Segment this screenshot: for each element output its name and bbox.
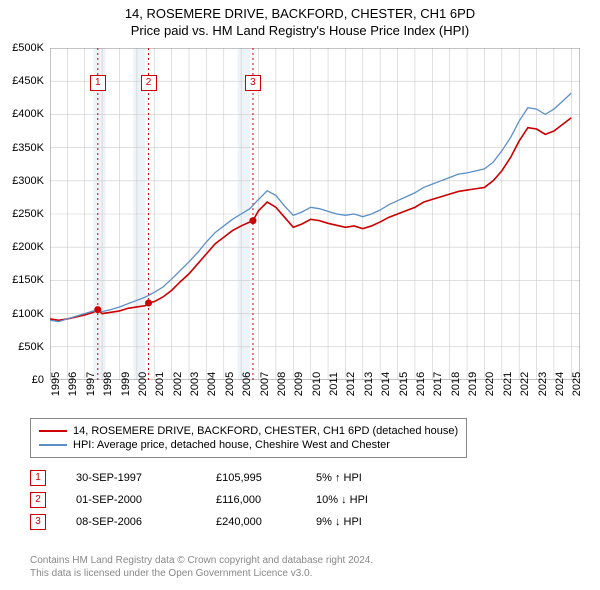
sale-marker-box: 2 [30,492,46,508]
y-tick-label: £150K [12,274,44,286]
x-tick-label: 2005 [224,372,236,396]
chart-container: 14, ROSEMERE DRIVE, BACKFORD, CHESTER, C… [0,0,600,590]
legend-swatch [39,430,67,432]
sale-marker-box: 3 [30,514,46,530]
x-tick-label: 1996 [67,372,79,396]
x-tick-label: 2021 [502,372,514,396]
y-tick-label: £200K [12,241,44,253]
sale-date: 01-SEP-2000 [76,494,216,506]
x-tick-label: 2013 [363,372,375,396]
x-tick-label: 2010 [311,372,323,396]
sale-marker: 2 [141,75,157,91]
x-tick-label: 1997 [85,372,97,396]
x-tick-label: 2017 [432,372,444,396]
sale-row: 2 01-SEP-2000£116,00010% ↓ HPI [30,489,396,511]
x-tick-label: 2018 [450,372,462,396]
y-tick-label: £50K [18,341,44,353]
y-tick-label: £250K [12,208,44,220]
x-tick-label: 2006 [241,372,253,396]
x-tick-label: 2002 [172,372,184,396]
y-tick-label: £350K [12,142,44,154]
footer-line1: Contains HM Land Registry data © Crown c… [30,554,373,567]
sale-date: 30-SEP-1997 [76,472,216,484]
sale-marker: 1 [90,75,106,91]
x-tick-label: 2022 [519,372,531,396]
legend: 14, ROSEMERE DRIVE, BACKFORD, CHESTER, C… [30,418,467,458]
x-tick-label: 1995 [50,372,62,396]
x-tick-label: 2024 [554,372,566,396]
y-tick-label: £0 [32,374,44,386]
footer-attribution: Contains HM Land Registry data © Crown c… [30,554,373,580]
x-tick-label: 2003 [189,372,201,396]
sale-pct: 10% ↓ HPI [316,494,396,506]
x-tick-label: 1999 [120,372,132,396]
x-tick-label: 2015 [398,372,410,396]
sale-marker: 3 [245,75,261,91]
x-tick-label: 2008 [276,372,288,396]
sale-pct: 5% ↑ HPI [316,472,396,484]
legend-label: 14, ROSEMERE DRIVE, BACKFORD, CHESTER, C… [73,425,458,437]
legend-item: HPI: Average price, detached house, Ches… [39,438,458,452]
sales-table: 1 30-SEP-1997£105,9955% ↑ HPI 2 01-SEP-2000… [30,467,396,533]
y-tick-label: £450K [12,75,44,87]
legend-label: HPI: Average price, detached house, Ches… [73,439,390,451]
sale-price: £240,000 [216,516,316,528]
title-line2: Price paid vs. HM Land Registry's House … [0,23,600,40]
x-tick-label: 2001 [154,372,166,396]
sale-price: £105,995 [216,472,316,484]
x-tick-label: 2025 [571,372,583,396]
x-tick-label: 2020 [484,372,496,396]
title-line1: 14, ROSEMERE DRIVE, BACKFORD, CHESTER, C… [0,6,600,23]
legend-item: 14, ROSEMERE DRIVE, BACKFORD, CHESTER, C… [39,424,458,438]
footer-line2: This data is licensed under the Open Gov… [30,567,373,580]
y-tick-label: £100K [12,308,44,320]
sale-pct: 9% ↓ HPI [316,516,396,528]
x-tick-label: 2023 [537,372,549,396]
x-tick-label: 2014 [380,372,392,396]
sale-marker-box: 1 [30,470,46,486]
x-tick-label: 2011 [328,372,340,396]
x-tick-label: 2004 [206,372,218,396]
x-tick-label: 2007 [259,372,271,396]
y-tick-label: £500K [12,42,44,54]
x-tick-label: 2012 [345,372,357,396]
x-tick-label: 2009 [293,372,305,396]
chart-area: £0£50K£100K£150K£200K£250K£300K£350K£400… [50,48,580,380]
y-tick-label: £400K [12,108,44,120]
sale-price: £116,000 [216,494,316,506]
x-tick-label: 2019 [467,372,479,396]
x-tick-label: 2000 [137,372,149,396]
y-tick-label: £300K [12,175,44,187]
sale-date: 08-SEP-2006 [76,516,216,528]
sale-row: 3 08-SEP-2006£240,0009% ↓ HPI [30,511,396,533]
sale-row: 1 30-SEP-1997£105,9955% ↑ HPI [30,467,396,489]
chart-title: 14, ROSEMERE DRIVE, BACKFORD, CHESTER, C… [0,0,600,40]
legend-swatch [39,444,67,446]
x-tick-label: 1998 [102,372,114,396]
x-tick-label: 2016 [415,372,427,396]
line-chart-svg [50,48,580,380]
